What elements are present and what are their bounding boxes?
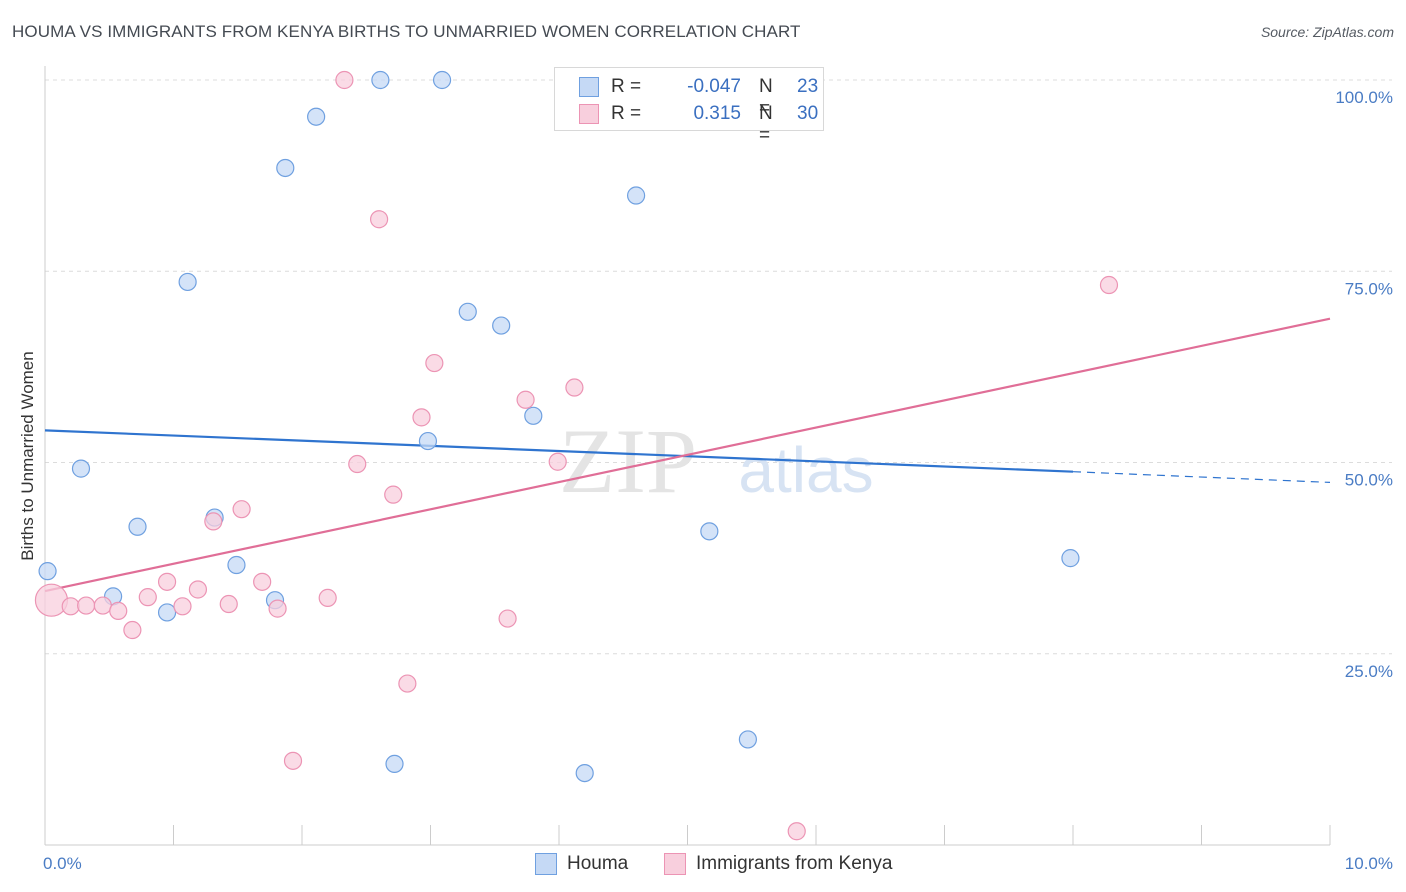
y-tick-label: 25.0% [1345, 662, 1393, 681]
y-axis-label: Births to Unmarried Women [18, 351, 37, 560]
point-kenya [498, 609, 517, 628]
grid-lines [45, 79, 1392, 655]
point-houma [307, 107, 326, 126]
point-houma [227, 555, 246, 575]
point-houma [385, 754, 404, 774]
series-legend: Houma Immigrants from Kenya [0, 852, 1406, 878]
houma-legend-icon [535, 853, 557, 875]
point-houma [71, 459, 91, 478]
point-houma [38, 562, 57, 581]
point-kenya [188, 580, 208, 599]
point-kenya [34, 583, 69, 617]
point-kenya [398, 674, 417, 693]
r-label: R = [611, 103, 642, 124]
point-houma [524, 406, 543, 425]
point-kenya [268, 599, 287, 618]
x-tick-label: 10.0% [1345, 854, 1393, 873]
point-houma [626, 186, 646, 205]
point-kenya [173, 597, 192, 616]
point-houma [128, 517, 147, 536]
point-houma [575, 763, 594, 783]
point-kenya [516, 390, 535, 409]
axes [44, 66, 1331, 846]
point-kenya [787, 822, 806, 841]
tick-labels: 25.0% 50.0% 75.0% 100.0% 0.0% 10.0% [43, 88, 1393, 873]
point-kenya [157, 572, 177, 591]
point-kenya [204, 512, 223, 531]
point-kenya [565, 378, 584, 397]
r-value: -0.047 [687, 76, 741, 97]
trend-line-extension-0 [1072, 471, 1331, 483]
y-tick-label: 100.0% [1335, 88, 1393, 107]
watermark-atlas: atlas [738, 434, 873, 506]
point-houma [432, 70, 452, 90]
point-kenya [109, 601, 128, 621]
point-houma [276, 158, 295, 178]
point-kenya [425, 353, 444, 373]
n-label: N = [759, 103, 773, 146]
point-kenya [283, 751, 303, 770]
point-kenya [123, 620, 142, 640]
point-houma [1061, 549, 1080, 568]
kenya-swatch-icon [579, 104, 599, 124]
trend-lines [44, 317, 1331, 593]
point-houma [157, 603, 177, 622]
y-tick-label: 50.0% [1345, 471, 1393, 490]
watermark: ZIP atlas [559, 410, 874, 512]
point-houma [492, 316, 511, 335]
chart-title: HOUMA VS IMMIGRANTS FROM KENYA BIRTHS TO… [12, 22, 801, 41]
point-kenya [348, 454, 367, 474]
source-credit: Source: ZipAtlas.com [1260, 24, 1394, 40]
point-kenya [318, 588, 337, 608]
n-label: N = [759, 76, 773, 119]
point-houma [371, 70, 390, 90]
n-value: 23 [797, 76, 819, 97]
kenya-legend-icon [664, 853, 686, 875]
point-kenya [412, 408, 431, 427]
point-houma [700, 522, 719, 541]
point-kenya [61, 597, 80, 616]
point-kenya [219, 594, 238, 614]
point-kenya [335, 70, 354, 90]
r-label: R = [611, 76, 642, 97]
trend-line-1 [44, 317, 1331, 593]
point-kenya [370, 210, 389, 229]
houma-swatch-icon [579, 77, 599, 97]
point-kenya [77, 596, 96, 615]
point-kenya [232, 500, 251, 519]
point-houma [418, 431, 438, 451]
watermark-zip: ZIP [559, 410, 697, 512]
point-kenya [138, 588, 157, 607]
r-value: 0.315 [693, 103, 741, 124]
stats-legend: R = -0.047 N = 23 R = 0.315 N = 30 [554, 67, 824, 146]
x-tick-label: 0.0% [43, 854, 82, 873]
point-kenya [1099, 275, 1119, 295]
point-houma [458, 302, 477, 321]
legend-label-kenya: Immigrants from Kenya [696, 853, 893, 874]
point-kenya [548, 452, 567, 471]
point-kenya [93, 596, 112, 615]
legend-label-houma: Houma [567, 853, 629, 874]
n-value: 30 [797, 103, 819, 124]
point-houma [738, 730, 757, 749]
point-kenya [384, 485, 403, 504]
data-points [34, 70, 1119, 841]
trend-line-0 [44, 429, 1074, 473]
point-houma [178, 272, 197, 292]
point-kenya [253, 572, 272, 591]
y-tick-label: 75.0% [1345, 279, 1393, 298]
